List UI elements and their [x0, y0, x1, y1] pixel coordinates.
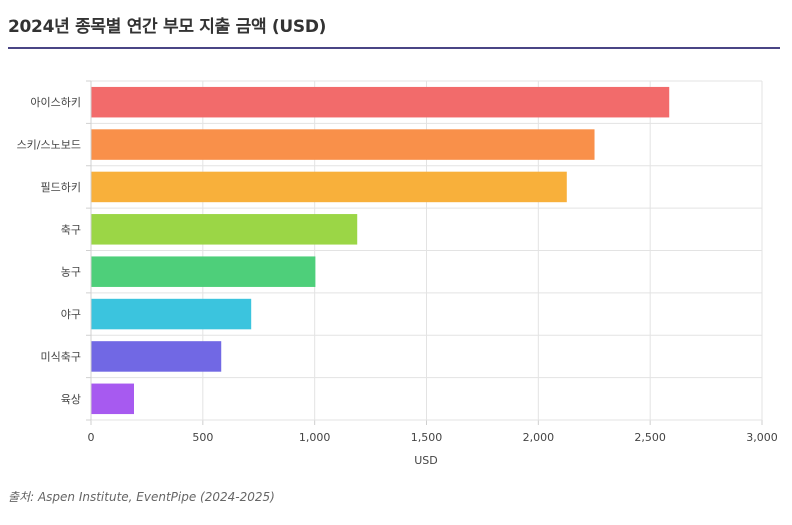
bar: [91, 171, 567, 203]
x-tick-label: 1,000: [299, 431, 331, 444]
x-tick-label: 3,000: [746, 431, 778, 444]
x-tick-label: 0: [88, 431, 95, 444]
category-label: 미식축구: [41, 350, 81, 363]
category-label: 야구: [61, 308, 81, 321]
category-label: 농구: [61, 266, 81, 279]
title-divider: [8, 47, 780, 49]
bar: [91, 383, 134, 415]
category-label: 축구: [61, 223, 81, 236]
category-label: 육상: [61, 393, 81, 406]
bar: [91, 129, 595, 160]
bar: [91, 298, 252, 330]
x-tick-label: 2,000: [523, 431, 555, 444]
bars: [91, 86, 670, 415]
chart-title: 2024년 종목별 연간 부모 지출 금액 (USD): [8, 17, 327, 37]
bar: [91, 214, 358, 245]
category-label: 스키/스노보드: [17, 139, 81, 152]
category-label: 아이스하키: [30, 95, 81, 109]
x-tick-labels: 0 500 1,000 1,500 2,000 2,500 3,000: [88, 431, 778, 444]
x-axis-title: USD: [414, 454, 438, 467]
bar: [91, 341, 222, 372]
x-tick-label: 500: [192, 431, 213, 444]
x-tick-label: 2,500: [634, 431, 666, 444]
x-tick-label: 1,500: [411, 431, 443, 444]
source-note: 출처: Aspen Institute, EventPipe (2024-202…: [8, 490, 275, 504]
bar: [91, 256, 316, 287]
category-label: 필드하키: [41, 180, 81, 194]
bar: [91, 86, 670, 118]
